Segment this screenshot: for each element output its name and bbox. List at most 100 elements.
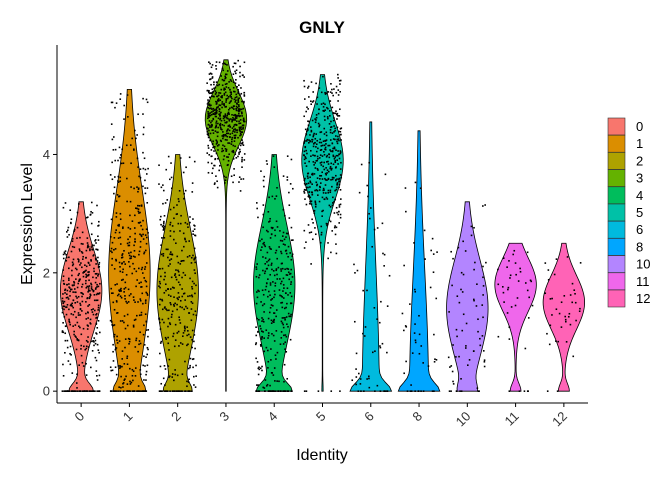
- data-point: [482, 276, 484, 279]
- data-point: [279, 343, 282, 346]
- data-point: [213, 81, 215, 83]
- data-point: [65, 256, 68, 259]
- data-point: [358, 372, 360, 375]
- data-point: [63, 315, 66, 318]
- data-point: [231, 136, 234, 139]
- data-point: [306, 152, 308, 155]
- data-point: [329, 165, 332, 168]
- data-point: [136, 207, 138, 210]
- data-point: [315, 116, 318, 119]
- data-point: [87, 262, 90, 264]
- data-point: [309, 180, 311, 183]
- data-point: [410, 390, 413, 392]
- data-point: [319, 154, 322, 156]
- data-point: [315, 114, 318, 116]
- data-point: [211, 143, 214, 146]
- data-point: [159, 352, 161, 355]
- data-point: [91, 340, 93, 343]
- data-point: [326, 169, 329, 171]
- data-point: [85, 318, 88, 320]
- data-point: [168, 322, 171, 324]
- data-point: [123, 118, 125, 120]
- data-point: [163, 215, 166, 217]
- data-point: [97, 224, 100, 227]
- data-point: [71, 261, 74, 264]
- data-point: [120, 279, 123, 281]
- data-point: [339, 152, 342, 155]
- data-point: [131, 374, 134, 377]
- data-point: [323, 115, 326, 118]
- data-point: [111, 324, 113, 326]
- data-point: [234, 137, 236, 139]
- data-point: [164, 336, 167, 339]
- legend-swatch: [607, 152, 626, 170]
- data-point: [109, 236, 112, 238]
- data-point: [118, 223, 120, 226]
- data-point: [69, 288, 72, 291]
- data-point: [320, 145, 323, 147]
- data-point: [74, 335, 77, 337]
- data-point: [282, 390, 284, 392]
- data-point: [167, 288, 169, 290]
- data-point: [223, 175, 226, 178]
- data-point: [145, 390, 148, 392]
- data-point: [327, 177, 330, 180]
- data-point: [170, 276, 173, 279]
- data-point: [327, 257, 329, 260]
- data-point: [264, 390, 266, 392]
- data-point: [121, 262, 123, 264]
- data-point: [65, 306, 67, 309]
- data-point: [516, 297, 519, 299]
- data-point: [159, 218, 162, 221]
- data-point: [147, 335, 149, 338]
- data-point: [123, 288, 126, 290]
- data-point: [218, 83, 221, 86]
- data-point: [75, 382, 78, 384]
- data-point: [163, 236, 166, 239]
- data-point: [99, 331, 101, 334]
- data-point: [127, 337, 130, 340]
- data-point: [117, 365, 120, 367]
- data-point: [272, 155, 275, 157]
- data-point: [263, 311, 265, 313]
- data-point: [85, 286, 88, 289]
- data-point: [236, 129, 239, 131]
- data-point: [239, 127, 242, 129]
- data-point: [336, 140, 338, 143]
- data-point: [262, 226, 264, 229]
- data-point: [164, 384, 166, 386]
- data-point: [323, 161, 325, 164]
- data-point: [267, 230, 269, 233]
- data-point: [225, 106, 227, 108]
- data-point: [137, 166, 139, 168]
- data-point: [80, 251, 83, 253]
- data-point: [319, 162, 322, 164]
- data-point: [138, 343, 140, 346]
- data-point: [221, 96, 223, 99]
- data-point: [128, 294, 131, 297]
- data-point: [169, 208, 172, 211]
- data-point: [176, 297, 179, 299]
- data-point: [378, 321, 381, 324]
- data-point: [61, 331, 64, 333]
- data-point: [89, 213, 92, 216]
- data-point: [222, 149, 225, 152]
- data-point: [163, 228, 165, 230]
- data-point: [243, 91, 246, 94]
- data-point: [368, 161, 371, 164]
- data-point: [206, 152, 209, 154]
- data-point: [215, 122, 217, 124]
- data-point: [225, 116, 228, 119]
- data-point: [75, 295, 77, 298]
- data-point: [433, 390, 435, 392]
- data-point: [321, 196, 324, 199]
- x-tick-label: 10: [453, 409, 474, 430]
- data-point: [329, 206, 332, 208]
- data-point: [284, 318, 286, 321]
- data-point: [457, 246, 460, 249]
- data-point: [159, 321, 161, 324]
- data-point: [267, 332, 270, 334]
- data-point: [290, 268, 293, 271]
- data-point: [70, 288, 73, 291]
- data-point: [284, 348, 286, 350]
